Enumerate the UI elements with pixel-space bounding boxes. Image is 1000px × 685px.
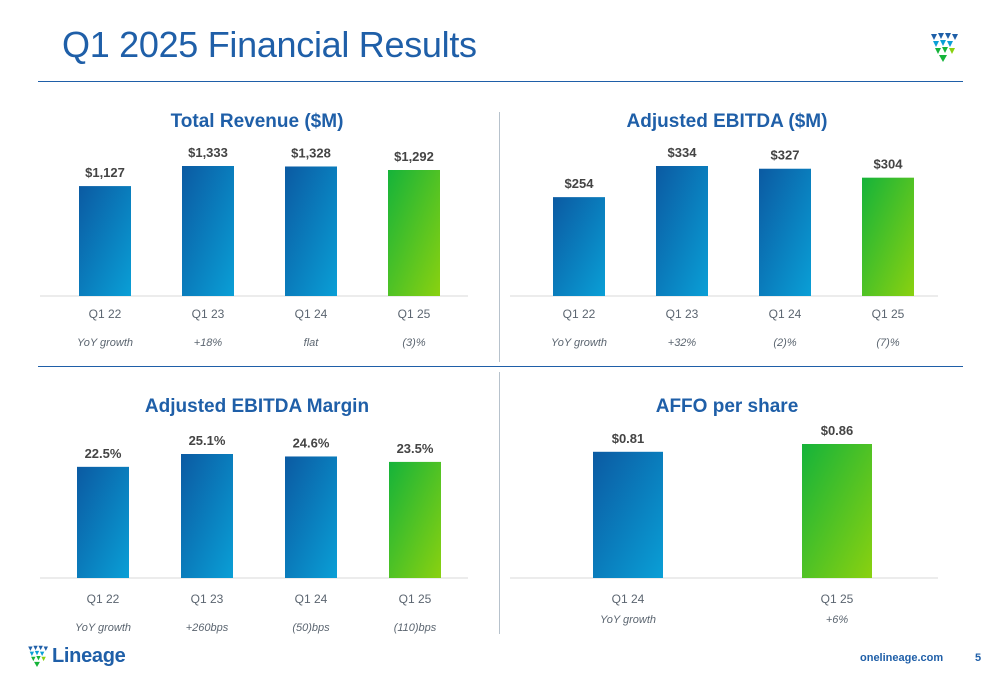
lineage-emblem-icon [28,645,48,667]
category-tick-label: Q1 24 [295,592,328,606]
category-tick-label: Q1 23 [666,307,699,321]
column-divider-bottom [499,372,500,634]
yoy-growth-value: flat [304,337,320,349]
chart-title: AFFO per share [656,396,799,417]
bar [862,177,914,296]
chart-title: Adjusted EBITDA ($M) [627,111,828,132]
bar [181,454,233,578]
bar [285,166,337,296]
bar-value-label: $327 [771,148,800,163]
bar-value-label: 22.5% [85,446,122,461]
bar-value-label: $0.86 [821,423,854,438]
category-tick-label: Q1 24 [295,307,328,321]
bar-value-label: 25.1% [189,433,226,448]
bar-value-label: $254 [565,176,595,191]
category-tick-label: Q1 24 [769,307,802,321]
category-tick-label: Q1 25 [872,307,905,321]
bar [759,168,811,296]
category-tick-label: Q1 25 [399,592,432,606]
bar [656,166,708,296]
category-tick-label: Q1 24 [612,592,645,606]
category-tick-label: Q1 25 [398,307,431,321]
bar-value-label: $1,328 [291,145,331,160]
column-divider-top [499,112,500,362]
website-link[interactable]: onelineage.com [860,652,944,664]
bar-value-label: $1,292 [394,149,434,164]
yoy-growth-value: (7)% [876,337,899,349]
yoy-growth-value: (2)% [773,337,796,349]
total-revenue-chart: Total Revenue ($M) $1,127 Q1 22 $1,333 Q1 23… [40,111,468,349]
chart-title: Adjusted EBITDA Margin [145,396,369,417]
yoy-growth-value: +6% [826,614,849,626]
yoy-growth-value: (3)% [402,337,425,349]
bar-value-label: $0.81 [612,431,645,446]
yoy-growth-label: YoY growth [551,337,607,349]
chart-title: Total Revenue ($M) [171,111,344,132]
bar-value-label: $304 [874,157,904,172]
category-tick-label: Q1 23 [192,307,225,321]
bar-value-label: 24.6% [293,435,330,450]
lineage-emblem-icon [931,33,958,62]
row-divider [38,366,963,367]
bar-value-label: $1,333 [188,145,228,160]
lineage-logo: Lineage [26,643,126,669]
page-title: Q1 2025 Financial Results [62,24,477,65]
bar [388,169,440,296]
category-tick-label: Q1 22 [87,592,120,606]
category-tick-label: Q1 22 [89,307,122,321]
category-tick-label: Q1 23 [191,592,224,606]
title-divider [38,81,963,82]
bar [389,461,441,578]
yoy-growth-value: +18% [194,337,223,349]
yoy-growth-value: +260bps [186,622,229,634]
bar [802,444,872,578]
category-tick-label: Q1 22 [563,307,596,321]
bar [77,466,129,578]
bar-value-label: $334 [668,145,698,160]
affo-per-share-chart: AFFO per share $0.81 Q1 24 $0.86 Q1 25 YoY gr… [510,396,938,626]
bar [79,186,131,296]
bar-value-label: $1,127 [85,165,125,180]
bar [182,166,234,296]
adjusted-ebitda-margin-chart: Adjusted EBITDA Margin 22.5% Q1 22 25.1% Q1 … [40,396,468,634]
page-number: 5 [975,652,982,664]
bar [593,451,663,578]
yoy-growth-value: (110)bps [394,622,437,634]
bar [285,456,337,578]
yoy-growth-label: YoY growth [600,614,656,626]
yoy-growth-label: YoY growth [75,622,131,634]
brand-name: Lineage [52,644,126,667]
yoy-growth-value: (50)bps [292,622,330,634]
yoy-growth-value: +32% [668,337,697,349]
yoy-growth-label: YoY growth [77,337,133,349]
adjusted-ebitda-chart: Adjusted EBITDA ($M) $254 Q1 22 $334 Q1 23 $3… [510,111,938,349]
category-tick-label: Q1 25 [821,592,854,606]
bar [553,197,605,296]
bar-value-label: 23.5% [397,441,434,456]
